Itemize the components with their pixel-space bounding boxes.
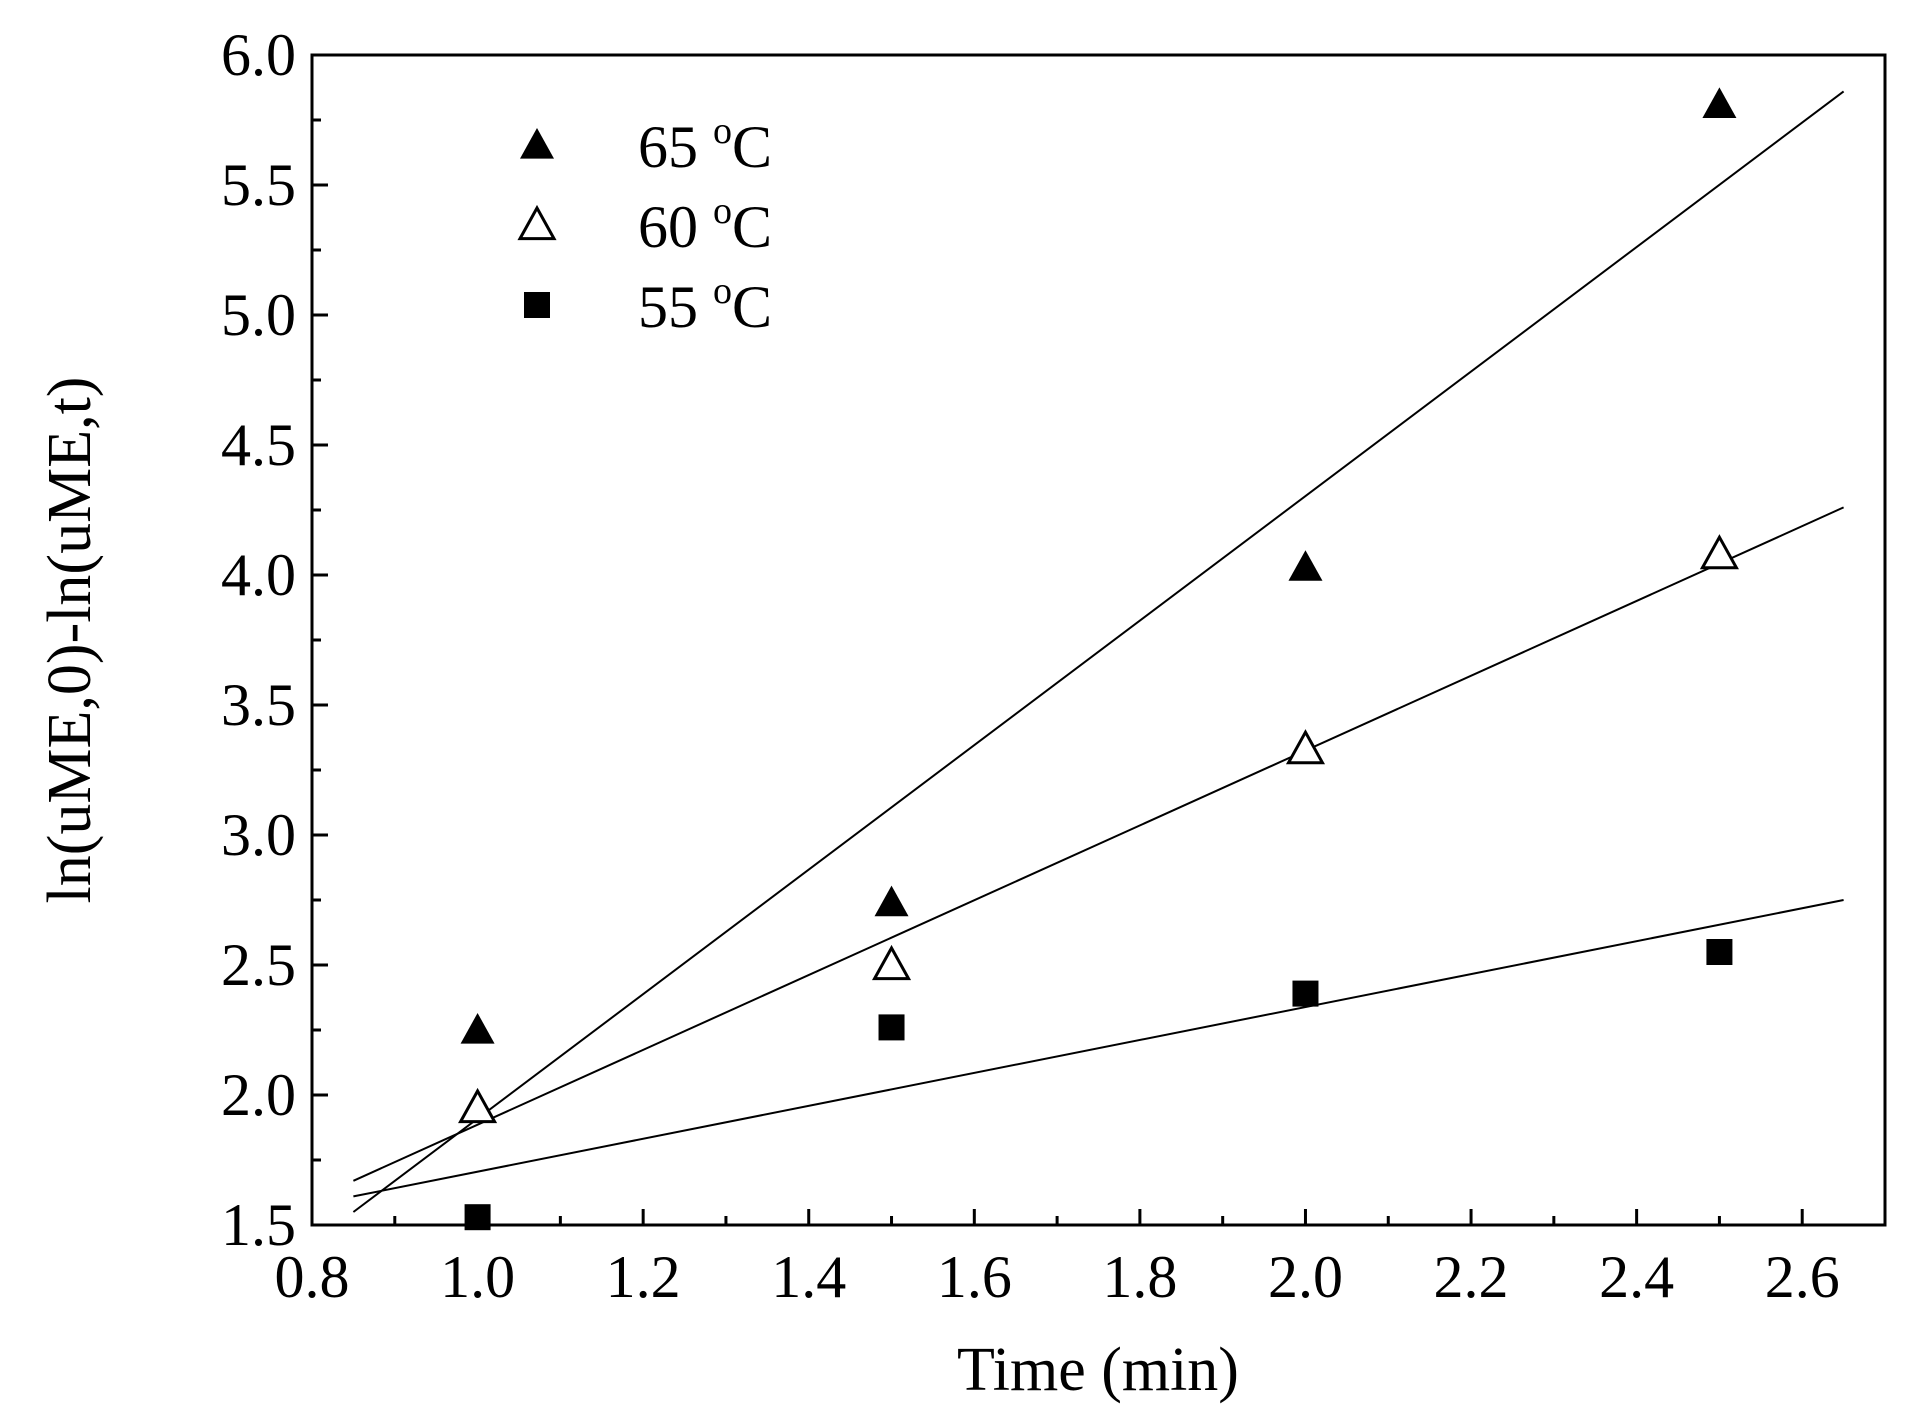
x-tick-label: 1.8 bbox=[1102, 1244, 1177, 1310]
data-point-series-1 bbox=[1702, 87, 1737, 118]
legend: 65 oC 60 oC 55 oC bbox=[517, 110, 772, 340]
legend-label-series-1: 65 oC bbox=[638, 110, 772, 180]
legend-marker-series-3 bbox=[524, 292, 550, 318]
data-point-series-3 bbox=[1292, 980, 1319, 1007]
x-tick-label: 1.4 bbox=[771, 1244, 846, 1310]
y-tick-label: 3.5 bbox=[221, 672, 296, 738]
fit-lines bbox=[352, 90, 1845, 1213]
y-tick-label: 5.5 bbox=[221, 152, 296, 218]
x-axis-label: Time (min) bbox=[957, 1336, 1239, 1404]
legend-marker-series-2 bbox=[517, 204, 557, 241]
x-tick-label: 1.6 bbox=[937, 1244, 1012, 1310]
y-axis: 1.5 2.0 2.5 3.0 3.5 4.0 4.5 5.0 5.5 6.0 bbox=[221, 22, 328, 1258]
data-point-series-2 bbox=[458, 1087, 498, 1124]
y-tick-label: 3.0 bbox=[221, 802, 296, 868]
x-tick-label: 2.2 bbox=[1434, 1244, 1509, 1310]
x-tick-label: 0.8 bbox=[275, 1244, 350, 1310]
x-tick-label: 1.0 bbox=[440, 1244, 515, 1310]
data-point-series-3 bbox=[878, 1014, 905, 1041]
data-point-series-2 bbox=[1285, 729, 1326, 765]
y-tick-label: 4.0 bbox=[221, 542, 296, 608]
x-tick-label: 2.0 bbox=[1268, 1244, 1343, 1310]
y-tick-label: 5.0 bbox=[221, 282, 296, 348]
y-tick-label: 4.5 bbox=[221, 412, 296, 478]
y-tick-label: 1.5 bbox=[221, 1192, 296, 1258]
y-tick-label: 2.5 bbox=[221, 932, 296, 998]
data-point-series-2 bbox=[871, 944, 912, 981]
fit-line-series-3 bbox=[353, 899, 1844, 1198]
data-markers bbox=[458, 87, 1739, 1231]
y-axis-label: ln(uME,0)-ln(uME,t) bbox=[36, 377, 104, 904]
legend-label-series-3: 55 oC bbox=[638, 270, 772, 340]
data-point-series-3 bbox=[1706, 939, 1733, 965]
y-tick-label: 6.0 bbox=[221, 22, 296, 88]
data-point-series-2 bbox=[1699, 534, 1739, 570]
data-point-series-1 bbox=[460, 1013, 495, 1044]
y-tick-label: 2.0 bbox=[221, 1062, 296, 1128]
data-point-series-1 bbox=[1288, 550, 1323, 581]
x-axis: 0.8 1.0 1.2 1.4 1.6 1.8 2.0 2.2 2.4 2.6 bbox=[275, 1209, 1840, 1310]
legend-marker-series-1 bbox=[520, 128, 554, 159]
fit-line-series-1 bbox=[352, 90, 1845, 1213]
x-tick-label: 1.2 bbox=[606, 1244, 681, 1310]
legend-label-series-2: 60 oC bbox=[638, 190, 772, 260]
fit-line-series-2 bbox=[352, 506, 1845, 1182]
x-tick-label: 2.6 bbox=[1765, 1244, 1840, 1310]
data-point-series-3 bbox=[464, 1204, 491, 1231]
x-tick-label: 2.4 bbox=[1599, 1244, 1674, 1310]
data-point-series-1 bbox=[874, 885, 909, 917]
